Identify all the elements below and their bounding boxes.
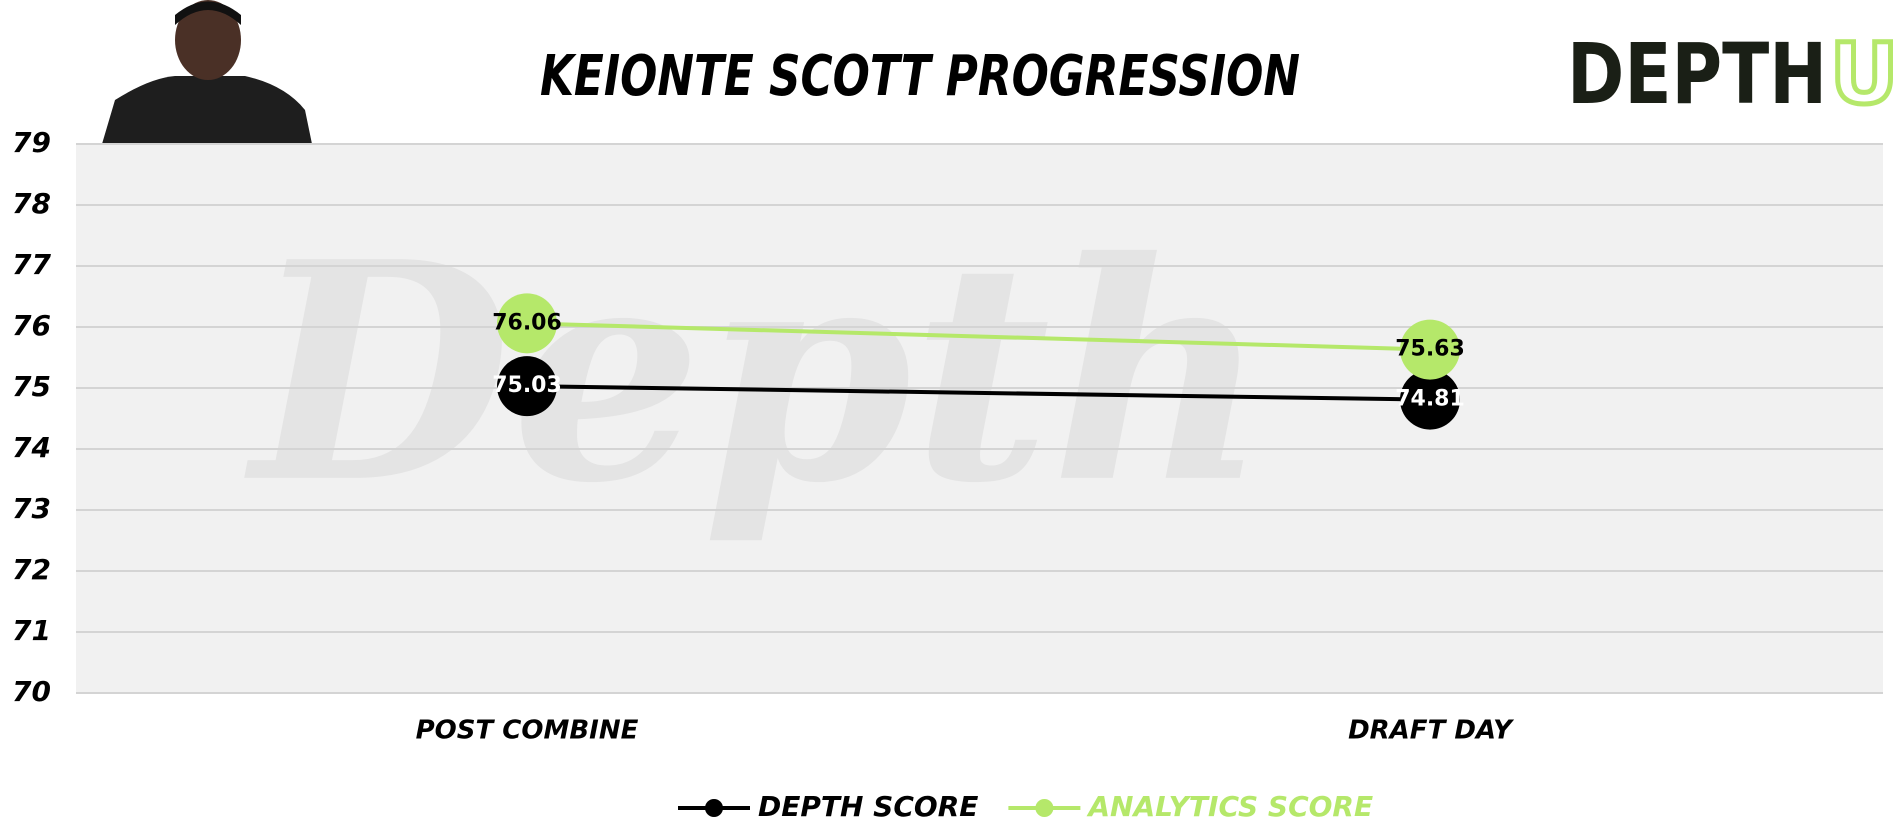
data-label: 76.06 <box>492 310 562 335</box>
plot-background <box>76 144 1883 693</box>
logo-accent: U <box>1830 25 1898 123</box>
y-tick-label: 78 <box>12 187 51 220</box>
data-label: 74.81 <box>1395 387 1465 412</box>
logo-main: DEPTH <box>1567 25 1827 123</box>
player-photo <box>102 0 312 144</box>
point <box>497 293 557 354</box>
y-tick-label: 71 <box>12 614 51 647</box>
point <box>497 356 557 417</box>
x-tick-label: POST COMBINE <box>416 716 639 746</box>
chart-title: KEIONTE SCOTT PROGRESSION <box>540 44 1300 109</box>
point <box>1400 369 1460 430</box>
series-line <box>526 384 1431 402</box>
y-tick-label: 76 <box>12 309 51 342</box>
legend-dot <box>705 799 723 817</box>
y-tick-label: 75 <box>12 370 51 403</box>
data-label: 75.03 <box>492 373 562 398</box>
legend-dot <box>1035 799 1054 817</box>
y-tick-label: 73 <box>12 492 51 525</box>
y-tick-label: 79 <box>12 126 51 159</box>
y-tick-label: 77 <box>12 248 51 281</box>
legend-label: DEPTH SCORE <box>758 790 978 823</box>
series-line <box>526 321 1431 352</box>
x-tick-label: DRAFT DAY <box>1348 716 1515 746</box>
watermark: Depth <box>242 196 1269 549</box>
y-tick-label: 70 <box>12 675 51 708</box>
y-tick-label: 74 <box>12 431 51 464</box>
legend-label: ANALYTICS SCORE <box>1086 790 1373 823</box>
point <box>1400 319 1460 380</box>
y-tick-label: 72 <box>12 553 51 586</box>
data-label: 75.63 <box>1395 337 1465 362</box>
